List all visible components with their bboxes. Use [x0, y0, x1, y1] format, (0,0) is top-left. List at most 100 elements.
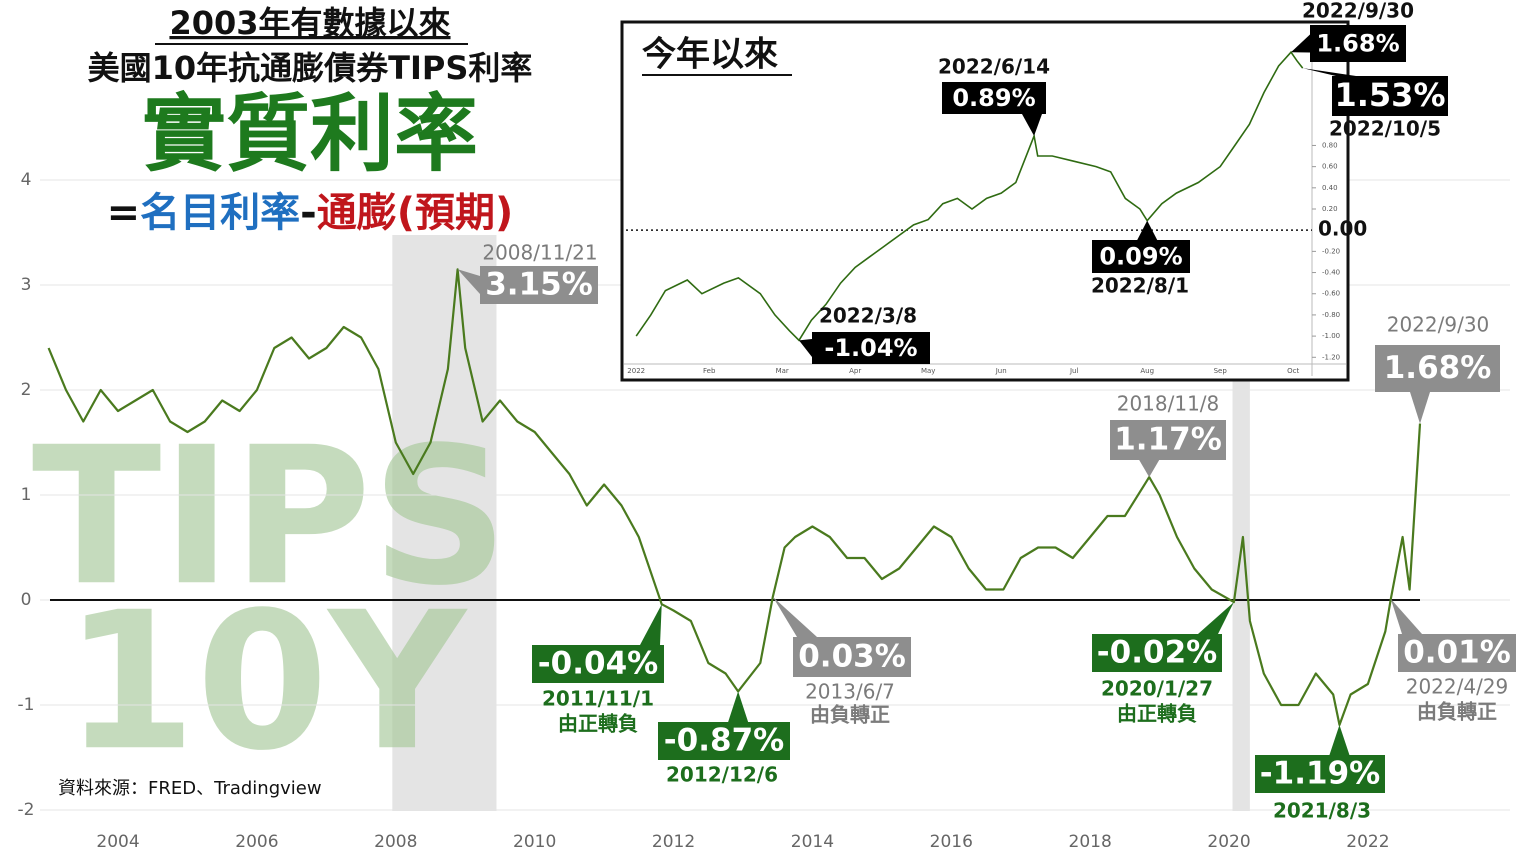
y-tick-label: 0 [21, 590, 32, 610]
callout-box [1092, 240, 1190, 273]
y-tick-label: -1.00 [1322, 332, 1340, 340]
x-tick-label: Sep [1214, 367, 1228, 375]
callout-note: 由負轉正 [810, 703, 890, 727]
y-tick-label: -1.20 [1322, 353, 1340, 361]
callout-box [1255, 755, 1385, 793]
x-tick-label: 2004 [96, 832, 139, 852]
y-tick-label: 0.00 [1318, 217, 1367, 241]
y-tick-label: -0.40 [1322, 269, 1340, 277]
callout-label: 0.01% [1403, 635, 1511, 671]
callout-note: 由正轉負 [1117, 702, 1197, 726]
title: 2003年有數據以來 [169, 4, 450, 42]
x-tick-label: 2008 [374, 832, 417, 852]
callout-pointer [640, 604, 662, 645]
x-tick-label: 2020 [1207, 832, 1250, 852]
x-tick-label: 2022 [1346, 832, 1389, 852]
x-tick-label: Feb [703, 367, 716, 375]
callout-pointer [1410, 392, 1430, 424]
callout-pointer [1139, 460, 1160, 478]
callout-date: 2022/8/1 [1091, 274, 1189, 298]
callout-label: 1.68% [1384, 350, 1492, 386]
callout-date: 2022/10/5 [1329, 117, 1441, 141]
x-tick-label: 2018 [1069, 832, 1112, 852]
source: 資料來源：FRED、Tradingview [58, 778, 322, 799]
callout-date: 2022/4/29 [1406, 675, 1509, 699]
formula-part: 通膨(預期) [317, 190, 514, 236]
callout-date: 2020/1/27 [1101, 677, 1213, 701]
callout-box [1310, 25, 1406, 62]
callout-date: 2022/6/14 [938, 55, 1050, 79]
y-tick-label: 4 [21, 170, 32, 190]
callout-label: 3.15% [485, 267, 593, 303]
callout-label: -0.02% [1097, 635, 1217, 671]
callout-pointer [728, 691, 749, 722]
x-tick-label: 2010 [513, 832, 556, 852]
y-tick-label: 0.40 [1322, 184, 1338, 192]
y-tick-label: 0.60 [1322, 163, 1338, 171]
y-tick-label: 2 [21, 380, 32, 400]
y-tick-label: 3 [21, 275, 32, 295]
inset-title: 今年以來 [642, 35, 778, 75]
callout-label: 1.53% [1334, 76, 1445, 114]
subtitle: 美國10年抗通膨債券TIPS利率 [88, 49, 533, 87]
shaded-range [392, 235, 497, 811]
x-tick-label: 2016 [930, 832, 973, 852]
callout-date: 2012/12/6 [666, 763, 778, 787]
x-tick-label: 2014 [791, 832, 834, 852]
callout-pointer [1291, 34, 1310, 53]
callout-pointer [1302, 68, 1356, 76]
data-line [635, 50, 1304, 342]
callout-label: -1.19% [1260, 756, 1380, 792]
callout-pointer [772, 596, 817, 637]
watermark: 10Y [64, 571, 468, 792]
callout-label: 1.17% [1114, 422, 1222, 458]
callout-pointer [1329, 724, 1350, 755]
callout-date: 2013/6/7 [805, 680, 895, 704]
x-tick-label: May [921, 367, 935, 375]
callout-box [1092, 634, 1222, 672]
callout-pointer [457, 269, 480, 294]
callout-label: 0.09% [1099, 243, 1182, 271]
callout-box [532, 645, 664, 683]
callout-label: 1.68% [1316, 30, 1399, 58]
callout-date: 2008/11/21 [482, 241, 597, 265]
callout-box [658, 722, 790, 760]
callout-box [1375, 345, 1500, 392]
formula-part: = [107, 190, 141, 236]
callout-pointer [1022, 114, 1042, 136]
callout-note: 由負轉正 [1417, 700, 1497, 724]
headline: 實質利率 [142, 85, 478, 183]
callout-pointer [799, 339, 812, 357]
y-tick-label: -0.20 [1322, 247, 1340, 255]
callout-label: -0.87% [664, 723, 784, 759]
callout-date: 2011/11/1 [542, 687, 654, 711]
formula-part: 名目利率 [140, 190, 300, 236]
y-tick-label: -2 [18, 800, 35, 820]
x-tick-label: Mar [776, 367, 789, 375]
formula-part: - [300, 190, 317, 236]
y-tick-label: 1 [21, 485, 32, 505]
callout-box [942, 82, 1046, 114]
callout-box [812, 332, 930, 364]
y-tick-label: 0.20 [1322, 205, 1338, 213]
callout-label: 0.03% [798, 639, 906, 675]
y-tick-label: -0.60 [1322, 290, 1340, 298]
data-line [47, 268, 1422, 726]
callout-pointer [1390, 598, 1422, 634]
x-tick-label: 2006 [235, 832, 278, 852]
x-tick-label: Oct [1287, 367, 1299, 375]
callout-label: 0.89% [952, 84, 1035, 112]
callout-box [480, 266, 598, 304]
x-tick-label: Aug [1140, 367, 1154, 375]
y-tick-label: 0.80 [1322, 141, 1338, 149]
x-tick-label: Apr [849, 367, 861, 375]
callout-pointer [1198, 602, 1234, 634]
x-tick-label: Jul [1069, 367, 1079, 375]
callout-box [1110, 420, 1226, 460]
callout-label: -0.04% [538, 646, 658, 682]
callout-date: 2021/8/3 [1273, 799, 1371, 823]
x-tick-label: 2022 [627, 367, 645, 375]
callout-pointer [1137, 220, 1158, 240]
callout-note: 由正轉負 [558, 712, 638, 736]
